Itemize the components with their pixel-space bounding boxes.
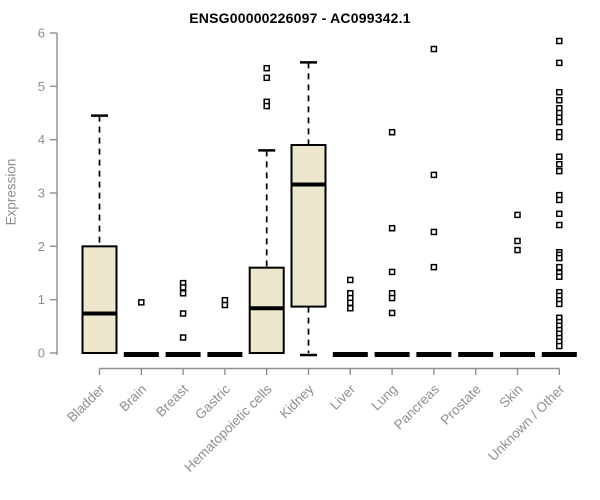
outlier-point	[138, 299, 145, 306]
outlier-point	[388, 128, 396, 136]
outlier-point	[430, 171, 438, 179]
x-tick-label: Brain	[117, 382, 150, 415]
outlier-point	[179, 334, 187, 341]
x-tick-label: Prostate	[438, 382, 484, 428]
collapsed-box-bar	[207, 352, 243, 357]
collapsed-box-bar	[123, 352, 159, 357]
outlier-point	[221, 301, 229, 309]
collapsed-box-bar	[165, 352, 201, 357]
y-tick-label: 3	[38, 186, 45, 201]
outlier-point	[556, 88, 563, 96]
outlier-point	[556, 37, 563, 45]
collapsed-box-bar	[332, 352, 368, 357]
outlier-point	[556, 153, 563, 160]
outlier-point	[556, 133, 563, 141]
x-tick-label: Gastric	[192, 381, 233, 422]
y-tick-label: 4	[38, 132, 45, 147]
outlier-point	[347, 304, 354, 312]
boxplot-box	[500, 211, 535, 357]
boxplot-box	[374, 128, 410, 357]
boxplot-box	[123, 299, 159, 357]
outlier-point	[556, 96, 563, 104]
outlier-point	[388, 268, 396, 276]
outlier-point	[347, 299, 354, 307]
outlier-point	[556, 196, 563, 204]
boxplot-box	[458, 352, 494, 357]
outlier-point	[263, 74, 270, 82]
boxplot-box	[416, 45, 452, 357]
outlier-point	[556, 273, 563, 280]
y-tick-label: 1	[38, 292, 45, 307]
chart-title: ENSG00000226097 - AC099342.1	[189, 10, 411, 26]
outlier-point	[388, 224, 396, 232]
outlier-point	[556, 59, 563, 67]
outlier-point	[347, 276, 354, 284]
y-tick-label: 5	[38, 79, 45, 94]
box-iqr	[248, 266, 285, 354]
outlier-point	[556, 167, 563, 175]
collapsed-box-bar	[374, 352, 410, 357]
x-tick-label: Skin	[496, 382, 525, 411]
outlier-point	[388, 294, 396, 302]
collapsed-box-bar	[458, 352, 494, 357]
boxplot-box	[332, 276, 368, 357]
outlier-point	[556, 254, 563, 262]
x-tick-label: Pancreas	[391, 381, 442, 432]
boxplot-box	[81, 114, 118, 354]
outlier-point	[556, 210, 563, 218]
outlier-point	[430, 45, 438, 53]
y-tick-label: 6	[38, 26, 45, 41]
boxplot-box	[165, 279, 201, 357]
boxplot-box	[248, 64, 285, 354]
outlier-point	[556, 300, 563, 308]
outlier-point	[179, 284, 187, 291]
collapsed-box-bar	[541, 352, 577, 357]
outlier-point	[556, 263, 563, 271]
outlier-point	[556, 221, 563, 229]
y-tick-label: 0	[38, 346, 45, 361]
box-iqr	[290, 144, 327, 308]
outlier-point	[556, 342, 563, 350]
x-tick-label: Bladder	[64, 381, 108, 425]
outlier-point	[179, 290, 187, 297]
outlier-point	[388, 309, 396, 317]
outlier-point	[430, 228, 438, 236]
outlier-point	[430, 263, 438, 271]
outlier-point	[556, 118, 563, 126]
x-tick-label: Breast	[153, 381, 191, 419]
x-tick-label: Lung	[368, 382, 400, 414]
collapsed-box-bar	[416, 352, 452, 357]
outlier-point	[514, 246, 521, 254]
outlier-point	[263, 64, 270, 72]
outlier-point	[556, 160, 563, 168]
outlier-point	[514, 211, 521, 219]
box-iqr	[81, 245, 118, 354]
collapsed-box-bar	[500, 352, 535, 357]
boxplot-box	[207, 296, 243, 357]
x-tick-label: Kidney	[277, 381, 317, 421]
outlier-point	[179, 310, 187, 317]
x-tick-label: Unknown / Other	[485, 381, 568, 464]
outlier-point	[263, 102, 270, 110]
outlier-point	[514, 237, 521, 245]
y-tick-label: 2	[38, 239, 45, 254]
boxplot-box	[290, 61, 327, 357]
boxplot-box	[541, 37, 577, 357]
x-tick-label: Liver	[327, 381, 359, 413]
